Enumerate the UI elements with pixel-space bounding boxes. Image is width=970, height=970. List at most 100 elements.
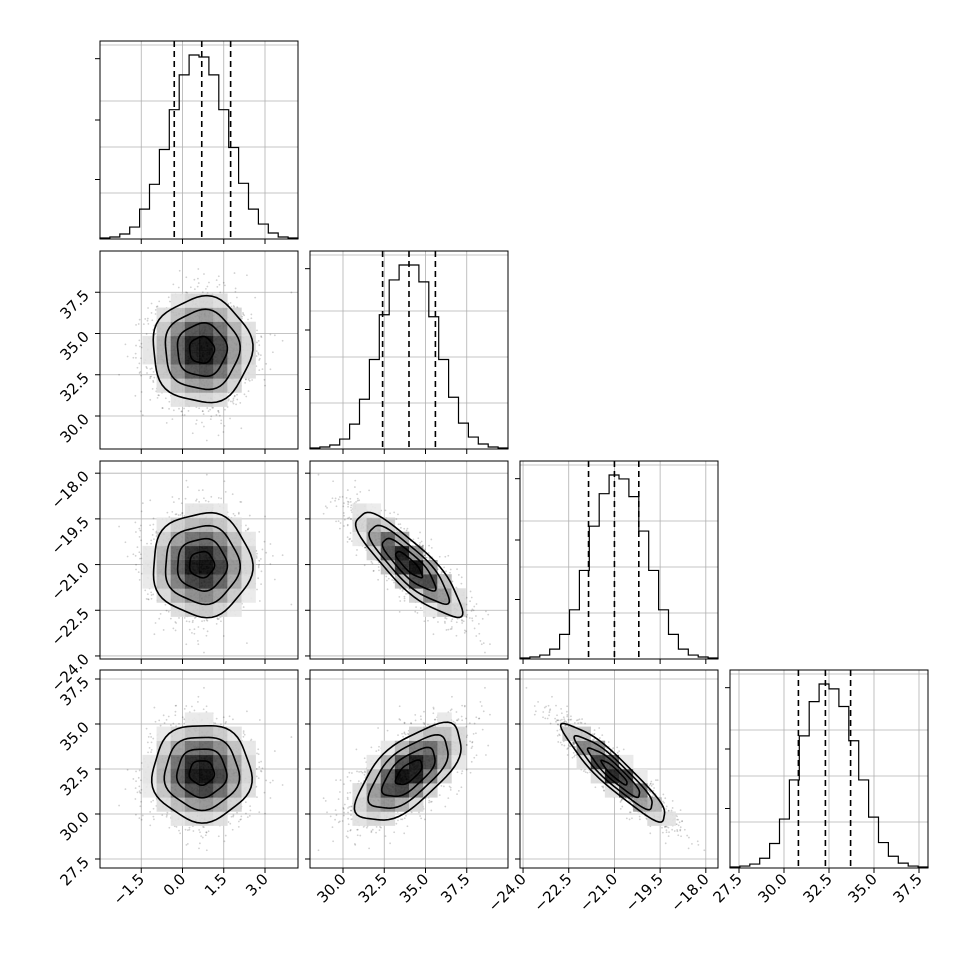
scatter-point (135, 324, 137, 326)
scatter-point (165, 422, 168, 424)
scatter-point (140, 374, 142, 377)
scatter-point (332, 480, 335, 483)
scatter-point (258, 344, 261, 347)
scatter-point (460, 619, 463, 621)
scatter-point (242, 606, 245, 608)
density-cell (184, 545, 200, 561)
scatter-point (178, 407, 180, 410)
scatter-point (132, 553, 135, 556)
scatter-point (242, 312, 244, 314)
scatter-point (397, 523, 400, 526)
scatter-point (245, 395, 248, 398)
scatter-point (244, 382, 247, 384)
scatter-point (193, 288, 196, 291)
density-cell (199, 293, 214, 308)
scatter-point (174, 513, 177, 516)
density-content (118, 268, 293, 442)
scatter-point (118, 373, 120, 376)
scatter-point (150, 539, 153, 542)
scatter-point (230, 305, 233, 308)
scatter-point (184, 497, 187, 500)
scatter-point (172, 627, 175, 630)
scatter-point (256, 552, 258, 555)
scatter-point (152, 593, 155, 596)
scatter-point (203, 425, 205, 428)
scatter-point (137, 571, 140, 574)
scatter-point (139, 529, 142, 532)
scatter-point (135, 563, 137, 566)
scatter-point (257, 353, 260, 356)
scatter-point (217, 410, 219, 412)
contour-line (188, 335, 216, 364)
scatter-point (165, 609, 168, 612)
scatter-point (257, 566, 260, 569)
scatter-point (217, 411, 220, 414)
density-cell (184, 378, 200, 393)
scatter-point (281, 339, 284, 342)
scatter-point (180, 502, 183, 505)
scatter-point (183, 616, 186, 619)
scatter-point (147, 307, 149, 309)
scatter-point (256, 341, 258, 344)
scatter-point (248, 514, 251, 517)
contour-line (164, 524, 242, 606)
scatter-point (135, 568, 137, 571)
scatter-point (216, 285, 219, 288)
scatter-point (438, 555, 441, 558)
scatter-point (197, 277, 199, 280)
scatter-point (187, 410, 190, 412)
scatter-point (196, 285, 199, 288)
scatter-point (290, 603, 293, 606)
scatter-point (149, 524, 152, 527)
scatter-point (244, 378, 247, 381)
scatter-point (137, 323, 140, 325)
scatter-point (218, 283, 221, 286)
scatter-point (201, 291, 204, 294)
scatter-point (247, 318, 249, 321)
scatter-point (140, 391, 143, 393)
scatter-point (164, 603, 167, 606)
scatter-point (257, 577, 260, 580)
scatter-point (227, 399, 230, 402)
scatter-point (232, 397, 235, 400)
scatter-point (217, 434, 220, 437)
scatter-point (185, 479, 188, 482)
scatter-point (175, 513, 178, 516)
scatter-point (139, 553, 142, 556)
y-tick-label: 37.5 (56, 286, 92, 322)
scatter-point (236, 393, 238, 396)
scatter-point (153, 538, 155, 541)
scatter-point (232, 402, 235, 405)
density-cell (227, 588, 242, 603)
scatter-point (118, 525, 120, 528)
y-tick-label: −19.5 (48, 513, 93, 558)
scatter-point (216, 618, 219, 621)
scatter-point (197, 640, 199, 642)
scatter-point (146, 593, 149, 596)
scatter-point (257, 565, 260, 567)
scatter-point (146, 372, 148, 374)
scatter-point (346, 540, 349, 543)
scatter-point (126, 555, 129, 558)
scatter-point (147, 598, 149, 601)
scatter-point (168, 407, 170, 410)
scatter-point (188, 628, 191, 631)
scatter-point (180, 410, 183, 413)
density-cell (142, 335, 157, 351)
scatter-point (255, 549, 258, 552)
scatter-point (246, 274, 248, 277)
scatter-point (135, 356, 137, 359)
density-cell (227, 560, 242, 575)
scatter-point (258, 357, 261, 360)
density-cell (213, 307, 228, 323)
y-tick-label: −18.0 (48, 467, 93, 512)
scatter-point (172, 409, 175, 412)
density-cell (156, 364, 172, 379)
scatter-point (140, 557, 143, 560)
scatter-point (234, 290, 237, 293)
scatter-point (475, 615, 477, 617)
scatter-point (201, 489, 204, 491)
density-content (118, 473, 293, 654)
scatter-point (356, 549, 358, 551)
scatter-point (193, 632, 196, 635)
